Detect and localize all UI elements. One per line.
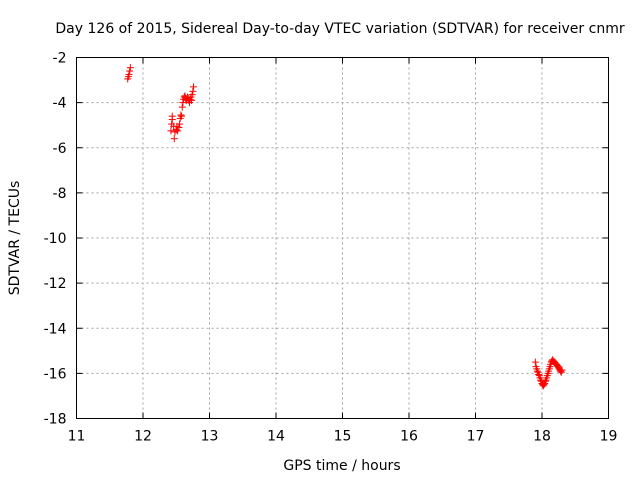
x-tick-label: 13 (201, 429, 219, 445)
data-point (178, 103, 186, 111)
data-point (126, 67, 134, 75)
y-tick-label: -10 (44, 231, 67, 247)
data-point (558, 366, 566, 374)
data-point (540, 381, 548, 389)
x-tick-label: 12 (134, 429, 152, 445)
data-point (188, 96, 196, 104)
x-tick-label: 17 (467, 429, 485, 445)
data-point (557, 367, 565, 375)
x-tick-label: 19 (600, 429, 618, 445)
x-tick-label: 16 (400, 429, 418, 445)
plot-frame (76, 57, 609, 419)
y-tick-label: -14 (44, 321, 67, 337)
data-point (541, 377, 549, 385)
data-point (535, 371, 543, 379)
data-point (167, 127, 175, 135)
data-point (174, 127, 182, 135)
x-tick-label: 18 (533, 429, 551, 445)
x-tick-label: 15 (334, 429, 352, 445)
data-point (178, 112, 186, 120)
data-markers (124, 64, 566, 390)
x-tick-label: 14 (267, 429, 285, 445)
y-tick-label: -12 (44, 276, 67, 292)
y-tick-label: -4 (53, 96, 67, 112)
data-point (190, 83, 198, 91)
data-point (125, 70, 133, 78)
y-axis-title: SDTVAR / TECUs (7, 181, 23, 296)
x-tick-label: 11 (68, 429, 86, 445)
y-tick-label: -6 (53, 141, 67, 157)
data-point (531, 358, 539, 366)
y-tick-label: -2 (53, 51, 67, 67)
y-tick-label: -16 (44, 366, 67, 382)
y-tick-label: -8 (53, 186, 67, 202)
x-axis-title: GPS time / hours (283, 458, 400, 474)
data-point (170, 135, 178, 143)
tick-labels: 11 12 13 14 15 16 17 18 19 -18 -16 -14 -12 -10 -8 -6 -4 -… (44, 51, 618, 445)
data-point (175, 123, 183, 131)
y-tick-label: -18 (44, 412, 67, 428)
data-point (189, 87, 197, 95)
data-point (126, 64, 134, 72)
data-point (533, 367, 541, 375)
grid (76, 57, 609, 419)
data-point (177, 111, 185, 119)
data-point (168, 112, 176, 120)
data-point (176, 120, 184, 128)
chart-title: Day 126 of 2015, Sidereal Day-to-day VTE… (55, 21, 624, 37)
data-point (188, 91, 196, 99)
